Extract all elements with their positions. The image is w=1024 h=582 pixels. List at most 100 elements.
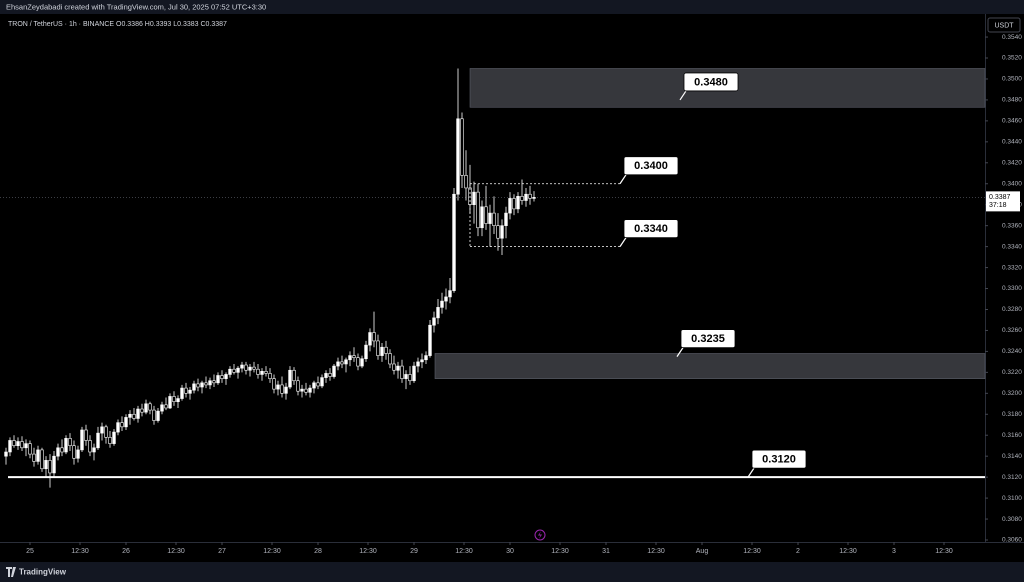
x-tick-label: 12:30 xyxy=(551,548,569,555)
candle-body xyxy=(284,386,288,394)
candle-body xyxy=(240,364,244,369)
x-tick-label: 12:30 xyxy=(263,548,281,555)
candle-body xyxy=(304,388,308,393)
label-box[interactable] xyxy=(683,72,739,92)
candle-body xyxy=(488,212,492,224)
countdown: 37:18 xyxy=(989,202,1007,209)
candle-body xyxy=(360,358,364,367)
bottom-bar xyxy=(0,562,1024,582)
candle-body xyxy=(60,447,64,453)
candle-body xyxy=(28,443,32,455)
candle-body xyxy=(492,212,496,226)
label-pointer xyxy=(619,174,627,185)
candle-body xyxy=(224,374,228,379)
candle-body xyxy=(176,398,180,402)
candle-body xyxy=(392,363,396,371)
candle-body xyxy=(196,383,200,388)
candle-body xyxy=(128,413,132,418)
candle-body xyxy=(236,367,240,373)
event-icon[interactable] xyxy=(534,529,546,541)
x-tick-label: 28 xyxy=(314,548,322,555)
candle-body xyxy=(460,118,464,176)
y-tick-label: 0.3140 xyxy=(1002,453,1022,460)
candle-body xyxy=(204,382,208,386)
y-tick-label: 0.3320 xyxy=(1002,264,1022,271)
level-label: 0.3235 xyxy=(691,333,725,345)
candle-body xyxy=(424,355,428,361)
candle-body xyxy=(48,460,52,474)
label-box[interactable] xyxy=(623,156,679,176)
candle-body xyxy=(152,409,156,421)
candle-body xyxy=(472,191,476,206)
candle-body xyxy=(76,449,80,459)
candle-body xyxy=(24,443,28,449)
candle-body xyxy=(104,426,108,438)
candle-body xyxy=(268,373,272,379)
candle-body xyxy=(328,373,332,377)
y-tick-label: 0.3540 xyxy=(1002,34,1022,41)
candle-body xyxy=(232,368,236,373)
level-label: 0.3340 xyxy=(634,223,668,235)
currency-box[interactable] xyxy=(987,17,1021,33)
candle-body xyxy=(516,196,520,210)
candle-body xyxy=(56,447,60,457)
candle-body xyxy=(344,359,348,365)
x-tick-label: 25 xyxy=(26,548,34,555)
x-tick-label: 3 xyxy=(892,548,896,555)
candle-body xyxy=(40,449,44,470)
y-tick-label: 0.3280 xyxy=(1002,306,1022,313)
logo[interactable]: TradingView xyxy=(19,568,67,577)
candle-body xyxy=(420,359,424,363)
candle-body xyxy=(108,437,112,444)
x-tick-label: 12:30 xyxy=(71,548,89,555)
x-tick-label: 12:30 xyxy=(359,548,377,555)
candle-body xyxy=(476,191,480,229)
candle-body xyxy=(248,366,252,371)
label-pointer xyxy=(679,90,687,101)
candle-body xyxy=(428,324,432,356)
candle-body xyxy=(372,332,376,342)
y-tick-label: 0.3080 xyxy=(1002,516,1022,523)
candle-body xyxy=(484,206,488,224)
candle-body xyxy=(208,380,212,386)
y-tick-label: 0.3500 xyxy=(1002,76,1022,83)
candle-body xyxy=(532,197,536,199)
label-pointer xyxy=(619,237,627,247)
label-box[interactable] xyxy=(751,449,807,469)
candle-body xyxy=(12,440,16,447)
x-tick-label: 26 xyxy=(122,548,130,555)
candle-body xyxy=(292,369,296,382)
candle-body xyxy=(512,198,516,210)
x-tick-label: 12:30 xyxy=(167,548,185,555)
candle-body xyxy=(336,361,340,367)
candle-body xyxy=(256,368,260,375)
top-bar xyxy=(0,0,1024,14)
y-tick-label: 0.3120 xyxy=(1002,474,1022,481)
candle-body xyxy=(320,377,324,387)
label-box[interactable] xyxy=(623,219,679,239)
candle-body xyxy=(4,451,8,457)
candle-body xyxy=(8,440,12,453)
candle-body xyxy=(116,422,120,433)
candle-body xyxy=(456,118,460,195)
candle-body xyxy=(264,371,268,374)
label-box[interactable] xyxy=(680,329,736,349)
y-tick-label: 0.3220 xyxy=(1002,369,1022,376)
candle-body xyxy=(84,429,88,441)
y-tick-label: 0.3440 xyxy=(1002,139,1022,146)
y-tick-label: 0.3300 xyxy=(1002,285,1022,292)
candle-body xyxy=(192,383,196,391)
candle-body xyxy=(416,361,420,367)
candle-body xyxy=(144,403,148,413)
x-tick-label: 29 xyxy=(410,548,418,555)
candle-body xyxy=(188,389,192,394)
y-tick-label: 0.3100 xyxy=(1002,495,1022,502)
candle-body xyxy=(500,225,504,239)
x-tick-label: 12:30 xyxy=(647,548,665,555)
candle-body xyxy=(100,426,104,434)
candle-body xyxy=(288,369,292,388)
candle-body xyxy=(32,453,36,462)
y-tick-label: 0.3260 xyxy=(1002,327,1022,334)
